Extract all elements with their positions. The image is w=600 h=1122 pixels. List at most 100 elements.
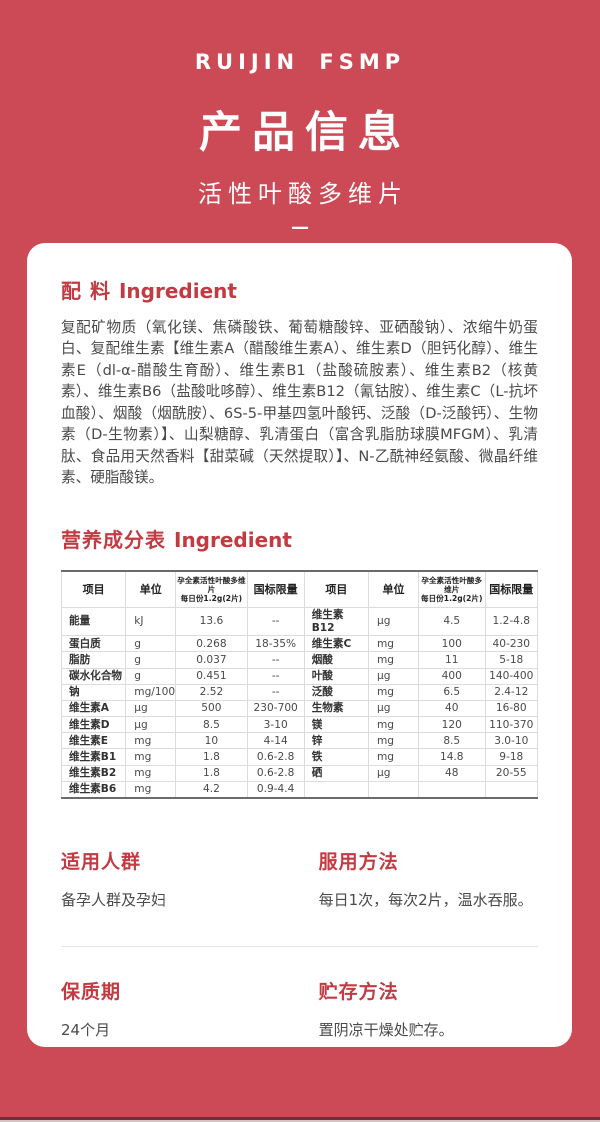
nutrition-cell: 烟酸: [303, 651, 369, 669]
product-info-card: 配 料 Ingredient 复配矿物质（氧化镁、焦磷酸铁、葡萄糖酸锌、亚硒酸钠）…: [27, 243, 572, 1047]
nutrition-cell: mg: [367, 651, 419, 669]
nutrition-cell: 20-55: [484, 764, 539, 782]
nutrition-cell: 0.6-2.8: [246, 748, 305, 766]
nutrition-cell: mg: [367, 732, 419, 750]
nutrition-row: 维生素B6 mg 4.2 0.9-4.4: [60, 780, 539, 799]
nutrition-cell: 5-18: [484, 651, 539, 669]
nutrition-cell: [367, 780, 419, 799]
nutrition-cell: 100: [417, 635, 486, 653]
nutrition-cell: g: [125, 651, 177, 669]
nutrition-cell: --: [246, 683, 305, 701]
nutrition-cell: 维生素B1: [60, 748, 127, 766]
brand-logo-text: RUIJIN FSMP: [194, 50, 406, 74]
nutrition-cell: 3-10: [246, 716, 305, 734]
shelf-life-title: 保质期: [61, 980, 122, 1003]
nutrition-cell: g: [125, 635, 177, 653]
ingredient-section-title: 配 料 Ingredient: [61, 275, 538, 304]
nutrition-col-header: 单位: [125, 570, 177, 608]
nutrition-title-en: Ingredient: [174, 527, 292, 552]
bottom-edge-dark-strip: [0, 1117, 600, 1120]
info-grid: 适用人群 备孕人群及孕妇 服用方法 每日1次，每次2片，温水吞服。 保质期 24…: [61, 847, 538, 1040]
nutrition-cell: μg: [367, 667, 419, 685]
nutrition-cell: μg: [125, 716, 177, 734]
nutrition-cell: 维生素B2: [60, 764, 127, 782]
nutrition-cell: 0.037: [175, 651, 248, 669]
nutrition-cell: 230-700: [246, 699, 305, 718]
ingredients-text: 复配矿物质（氧化镁、焦磷酸铁、葡萄糖酸锌、亚硒酸钠）、浓缩牛奶蛋白、复配维生素【…: [61, 319, 538, 487]
storage-text: 置阴凉干燥处贮存。: [318, 1020, 454, 1039]
nutrition-col-header: 项目: [303, 570, 369, 608]
nutrition-col-header: 单位: [367, 570, 419, 608]
nutrition-col-header: 孕全素活性叶酸多维片 每日份1.2g(2片): [175, 570, 248, 608]
usage-title: 服用方法: [318, 850, 399, 873]
info-block-target-users: 适用人群 备孕人群及孕妇: [61, 847, 319, 910]
nutrition-cell: [417, 780, 486, 799]
nutrition-cell: mg: [367, 748, 419, 766]
nutrition-col-header: 孕全素活性叶酸多维片 每日份1.2g(2片): [417, 570, 486, 608]
nutrition-table-header-row: 项目 单位 孕全素活性叶酸多维片 每日份1.2g(2片) 国标限量 项目 单位 孕全素活性叶…: [60, 570, 539, 608]
nutrition-cell: 8.5: [175, 716, 248, 734]
nutrition-row: 能量 kJ 13.6 -- 维生素B12 μg 4.5 1.2-4.8: [60, 606, 539, 637]
nutrition-cell: 泛酸: [303, 683, 369, 701]
info-block-shelf-life: 保质期 24个月: [61, 977, 319, 1040]
nutrition-cell: μg: [367, 606, 419, 637]
nutrition-section-title: 营养成分表 Ingredient: [61, 524, 538, 553]
nutrition-cell: 维生素D: [60, 716, 127, 734]
nutrition-cell: 维生素A: [60, 699, 127, 718]
nutrition-cell: 铁: [303, 748, 369, 766]
nutrition-cell: 0.9-4.4: [246, 780, 305, 799]
nutrition-cell: 13.6: [175, 606, 248, 637]
nutrition-cell: 16-80: [484, 699, 539, 718]
nutrition-cell: 镁: [303, 716, 369, 734]
nutrition-row: 蛋白质 g 0.268 18-35% 维生素C mg 100 40-230: [60, 635, 539, 653]
nutrition-cell: 11: [417, 651, 486, 669]
nutrition-cell: mg: [125, 780, 177, 799]
page-title: 产品信息: [199, 108, 411, 158]
nutrition-cell: mg: [125, 748, 177, 766]
nutrition-cell: 8.5: [417, 732, 486, 750]
nutrition-cell: 2.4-12: [484, 683, 539, 701]
nutrition-cell: mg: [125, 732, 177, 750]
nutrition-cell: 硒: [303, 764, 369, 782]
nutrition-cell: --: [246, 651, 305, 669]
nutrition-cell: 48: [417, 764, 486, 782]
storage-title: 贮存方法: [318, 980, 399, 1003]
nutrition-cell: 40: [417, 699, 486, 718]
nutrition-cell: 6.5: [417, 683, 486, 701]
nutrition-cell: 10: [175, 732, 248, 750]
nutrition-cell: mg: [367, 716, 419, 734]
nutrition-cell: 1.2-4.8: [484, 606, 539, 637]
nutrition-cell: 2.52: [175, 683, 248, 701]
nutrition-cell: 4.5: [417, 606, 486, 637]
shelf-life-text: 24个月: [61, 1020, 111, 1039]
nutrition-row: 维生素B1 mg 1.8 0.6-2.8 铁 mg 14.8 9-18: [60, 748, 539, 766]
nutrition-cell: 18-35%: [246, 635, 305, 653]
nutrition-cell: 14.8: [417, 748, 486, 766]
nutrition-table: 项目 单位 孕全素活性叶酸多维片 每日份1.2g(2片) 国标限量 项目 单位 孕全素活性叶…: [60, 569, 539, 799]
nutrition-cell: 0.6-2.8: [246, 764, 305, 782]
nutrition-row: 脂肪 g 0.037 -- 烟酸 mg 11 5-18: [60, 651, 539, 669]
info-divider: [61, 945, 538, 947]
usage-text: 每日1次，每次2片，温水吞服。: [318, 890, 533, 909]
nutrition-cell: 维生素C: [303, 635, 369, 653]
nutrition-cell: 锌: [303, 732, 369, 750]
nutrition-cell: μg: [367, 764, 419, 782]
nutrition-cell: 140-400: [484, 667, 539, 685]
nutrition-col-header: 国标限量: [246, 570, 305, 608]
nutrition-cell: 1.8: [175, 764, 248, 782]
nutrition-cell: 40-230: [484, 635, 539, 653]
nutrition-cell: μg: [125, 699, 177, 718]
nutrition-cell: 叶酸: [303, 667, 369, 685]
nutrition-cell: mg: [125, 764, 177, 782]
nutrition-cell: 碳水化合物: [60, 667, 127, 685]
nutrition-cell: --: [246, 606, 305, 637]
target-users-text: 备孕人群及孕妇: [61, 890, 167, 909]
nutrition-cell: g: [125, 667, 177, 685]
nutrition-cell: mg: [367, 683, 419, 701]
target-users-title: 适用人群: [61, 850, 142, 873]
nutrition-cell: 110-370: [484, 716, 539, 734]
header: RUIJIN FSMP 产品信息 活性叶酸多维片 —: [0, 0, 600, 238]
nutrition-col-header: 国标限量: [484, 570, 539, 608]
nutrition-cell: mg: [367, 635, 419, 653]
